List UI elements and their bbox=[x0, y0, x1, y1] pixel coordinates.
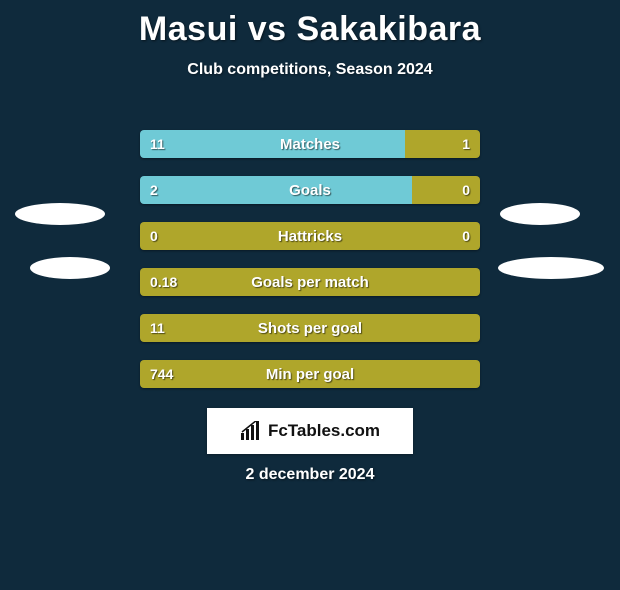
bar-left bbox=[140, 360, 480, 388]
comparison-row: Shots per goal11 bbox=[140, 314, 480, 342]
comparison-row: Min per goal744 bbox=[140, 360, 480, 388]
page-subtitle: Club competitions, Season 2024 bbox=[0, 61, 620, 79]
decor-ellipse bbox=[15, 203, 105, 225]
comparison-rows: Matches111 Goals20 Hattricks00 Goals per ma… bbox=[140, 130, 480, 406]
footer-date: 2 december 2024 bbox=[0, 466, 620, 484]
bar-left bbox=[140, 222, 480, 250]
bar-left bbox=[140, 314, 480, 342]
bar-left bbox=[140, 130, 405, 158]
brand-text: FcTables.com bbox=[268, 421, 380, 441]
brand-box: FcTables.com bbox=[207, 408, 413, 454]
comparison-row: Goals per match0.18 bbox=[140, 268, 480, 296]
page-title: Masui vs Sakakibara bbox=[0, 10, 620, 49]
comparison-row: Matches111 bbox=[140, 130, 480, 158]
comparison-row: Hattricks00 bbox=[140, 222, 480, 250]
decor-ellipse bbox=[498, 257, 604, 279]
bar-right bbox=[412, 176, 480, 204]
decor-ellipse bbox=[500, 203, 580, 225]
bar-right bbox=[405, 130, 480, 158]
brand-chart-icon bbox=[240, 421, 262, 441]
comparison-row: Goals20 bbox=[140, 176, 480, 204]
decor-ellipse bbox=[30, 257, 110, 279]
bar-left bbox=[140, 176, 412, 204]
bar-left bbox=[140, 268, 480, 296]
